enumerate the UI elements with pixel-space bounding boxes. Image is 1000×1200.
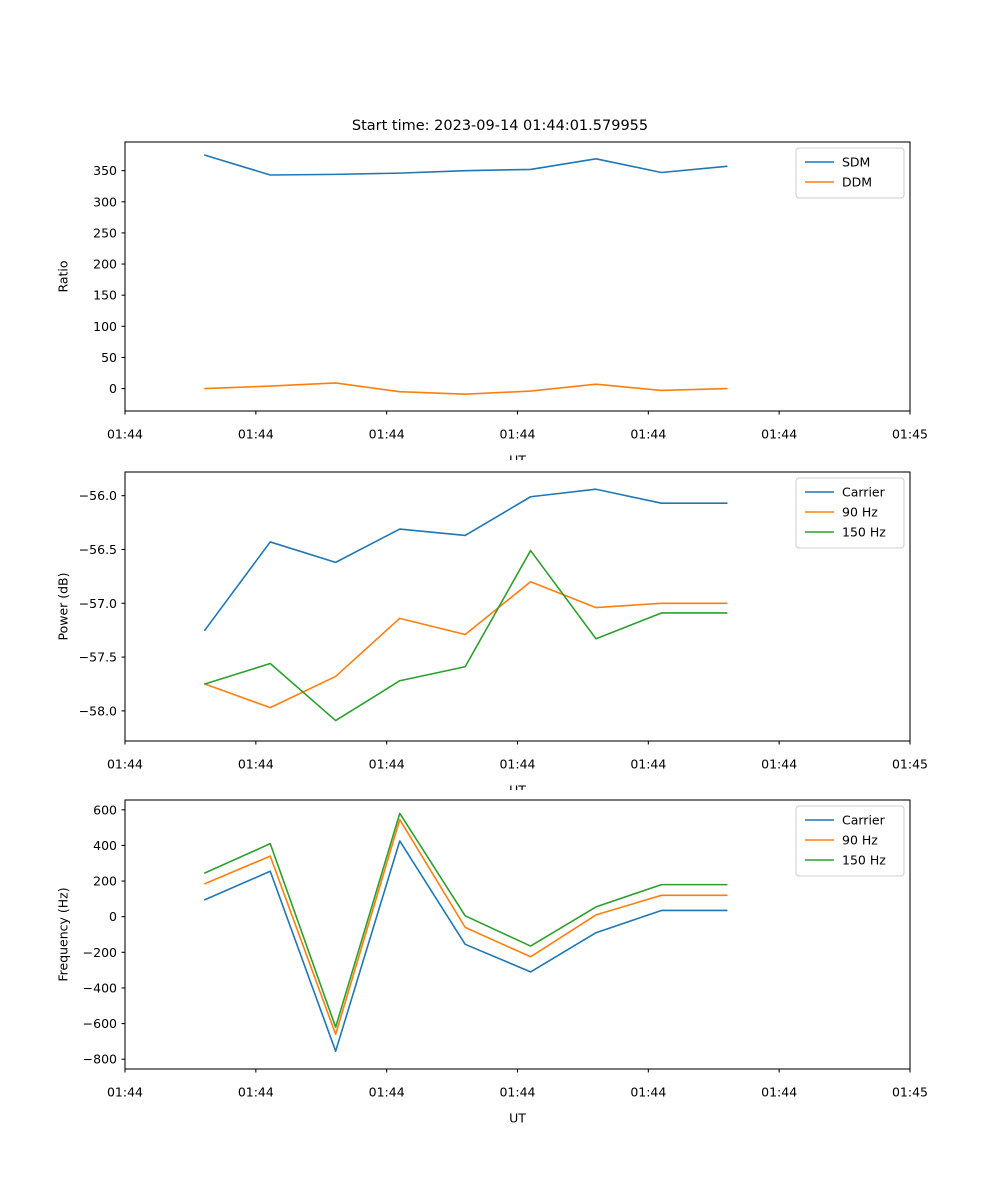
y-tick-label: −400 xyxy=(83,980,117,995)
legend-label-150-hz: 150 Hz xyxy=(842,853,886,868)
y-tick-label: −58.0 xyxy=(79,703,117,718)
y-tick-label: 200 xyxy=(93,874,117,889)
series-line-90-hz xyxy=(204,818,728,1036)
x-tick-label: 01:44 xyxy=(761,427,797,442)
x-tick-label: 01:44 xyxy=(499,1085,535,1100)
ratio-panel: 01:44 01:44 01:44 01:44 01:44 01:44 01:45 0 50 10… xyxy=(0,0,1000,460)
frequency-panel: 01:44 01:44 01:44 01:44 01:44 01:44 01:45 600 40… xyxy=(0,790,1000,1200)
x-tick-label: 01:44 xyxy=(499,757,535,772)
series-line-carrier xyxy=(204,488,728,631)
legend-label-90-hz: 90 Hz xyxy=(842,833,878,848)
x-tick-label: 01:44 xyxy=(630,427,666,442)
x-tick-label: 01:44 xyxy=(107,427,143,442)
series-line-150-hz xyxy=(204,549,728,722)
x-tick-label: 01:44 xyxy=(369,757,405,772)
x-tick-label: 01:44 xyxy=(630,1085,666,1100)
x-tick-label: 01:44 xyxy=(369,1085,405,1100)
figure-title: Start time: 2023-09-14 01:44:01.579955 xyxy=(351,118,649,134)
frequency-panel-svg: 01:44 01:44 01:44 01:44 01:44 01:44 01:45 600 40… xyxy=(56,799,928,1126)
legend-box xyxy=(795,805,905,877)
legend-label-carrier: Carrier xyxy=(842,813,886,828)
legend-label-sdm: SDM xyxy=(842,155,870,170)
y-axis-label: Frequency (Hz) xyxy=(56,887,71,981)
x-tick-label: 01:44 xyxy=(238,1085,274,1100)
y-tick-label: −800 xyxy=(83,1052,117,1067)
power-panel: 01:44 01:44 01:44 01:44 01:44 01:44 01:45 −56.0… xyxy=(0,460,1000,790)
y-tick-label: −57.5 xyxy=(79,650,117,665)
x-axis-label: UT xyxy=(509,1111,526,1126)
y-tick-label: 0 xyxy=(109,381,117,396)
legend-label-carrier: Carrier xyxy=(842,485,886,500)
y-tick-label: 200 xyxy=(93,257,117,272)
legend-label-150-hz: 150 Hz xyxy=(842,525,886,540)
legend-label-ddm: DDM xyxy=(842,175,872,190)
ratio-panel-svg: 01:44 01:44 01:44 01:44 01:44 01:44 01:45 0 50 10… xyxy=(56,141,928,460)
legend-box xyxy=(795,477,905,549)
y-tick-label: −56.0 xyxy=(79,488,117,503)
y-tick-label: 350 xyxy=(93,163,117,178)
x-tick-label: 01:44 xyxy=(761,1085,797,1100)
series-line-sdm xyxy=(204,154,728,176)
x-tick-label: 01:44 xyxy=(761,757,797,772)
x-tick-label: 01:44 xyxy=(238,427,274,442)
y-tick-label: 0 xyxy=(109,909,117,924)
x-tick-label: 01:44 xyxy=(499,427,535,442)
y-tick-label: −56.5 xyxy=(79,542,117,557)
legend-box xyxy=(795,147,905,199)
y-tick-label: −200 xyxy=(83,945,117,960)
y-tick-label: 150 xyxy=(93,288,117,303)
y-tick-label: −600 xyxy=(83,1016,117,1031)
x-tick-label: 01:45 xyxy=(892,427,928,442)
series-line-carrier xyxy=(204,840,728,1052)
x-tick-label: 01:45 xyxy=(892,757,928,772)
series-line-90-hz xyxy=(204,580,728,709)
x-tick-label: 01:44 xyxy=(630,757,666,772)
y-tick-label: 250 xyxy=(93,225,117,240)
y-tick-label: 100 xyxy=(93,319,117,334)
y-tick-label: 50 xyxy=(101,350,117,365)
power-panel-svg: 01:44 01:44 01:44 01:44 01:44 01:44 01:45 −56.0… xyxy=(56,471,928,790)
y-tick-label: 600 xyxy=(93,802,117,817)
x-tick-label: 01:44 xyxy=(369,427,405,442)
x-tick-label: 01:44 xyxy=(107,757,143,772)
y-axis-label: Power (dB) xyxy=(56,572,71,640)
x-tick-label: 01:45 xyxy=(892,1085,928,1100)
y-tick-label: −57.0 xyxy=(79,596,117,611)
y-tick-label: 300 xyxy=(93,194,117,209)
x-tick-label: 01:44 xyxy=(107,1085,143,1100)
series-line-150-hz xyxy=(204,812,728,1028)
series-line-ddm xyxy=(204,382,728,395)
y-tick-label: 400 xyxy=(93,838,117,853)
legend-label-90-hz: 90 Hz xyxy=(842,505,878,520)
y-axis-label: Ratio xyxy=(56,260,71,292)
x-axis-label: UT xyxy=(509,783,526,790)
x-axis-label: UT xyxy=(509,453,526,460)
x-tick-label: 01:44 xyxy=(238,757,274,772)
